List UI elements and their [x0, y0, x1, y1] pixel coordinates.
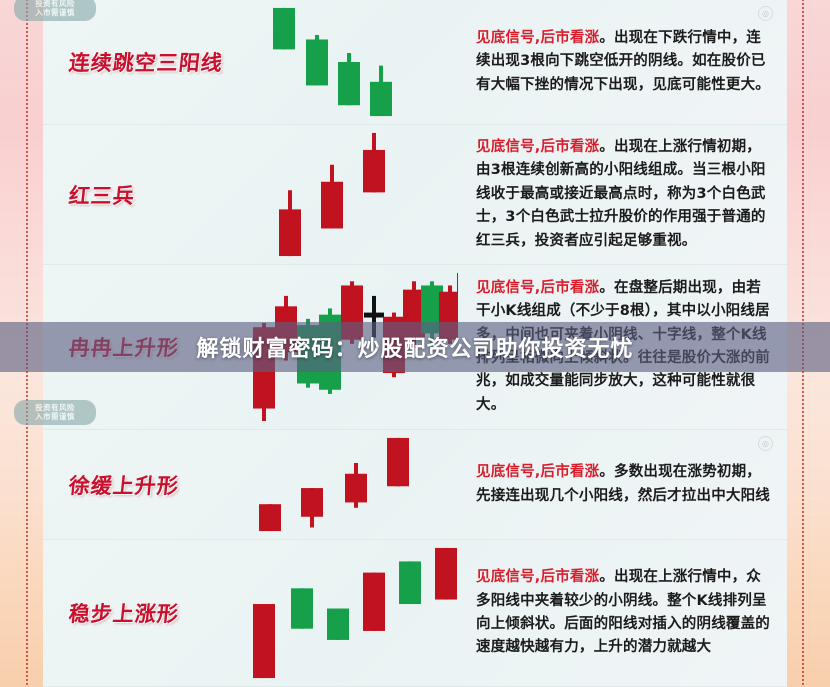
pattern-description-text: 见底信号,后市看涨。多数出现在涨势初期，先接连出现几个小阳线，然后才拉出中大阳线	[476, 461, 773, 508]
candle-body	[321, 181, 343, 229]
candle-doji-cross	[364, 312, 384, 318]
pattern-name-label: 连续跳空三阳线	[67, 51, 225, 75]
candle-body	[338, 62, 360, 106]
candlestick-chart	[253, 272, 458, 422]
candle-body	[363, 572, 385, 631]
candle-body	[297, 325, 319, 384]
risk-disclaimer-badge-top: 投资有风险 入市需谨慎	[14, 0, 96, 21]
pattern-row[interactable]: 冉冉上升形 见底信号,后市看涨。在盘整后期出现，由若干小K线组成（不少于8根），其…	[43, 265, 787, 430]
candle-body	[341, 285, 363, 340]
candlestick-chart	[279, 132, 385, 257]
candle-body	[253, 327, 275, 409]
candle-body	[457, 272, 458, 321]
pattern-chart-cell	[243, 265, 458, 429]
pattern-description-cell: 见底信号,后市看涨。出现在下跌行情中，连续出现3根向下跳空低开的阴线。如在股价已…	[458, 0, 787, 124]
candle-body	[259, 504, 281, 532]
pattern-description-text: 见底信号,后市看涨。出现在上涨行情初期，由3根连续创新高的小阳线组成。当三根小阳…	[476, 136, 773, 253]
pattern-description-cell: 见底信号,后市看涨。出现在上涨行情初期，由3根连续创新高的小阳线组成。当三根小阳…	[458, 125, 787, 264]
pattern-description-text: 见底信号,后市看涨。在盘整后期出现，由若干小K线组成（不少于8根），其中以小阳线…	[476, 277, 773, 418]
pattern-chart-cell	[243, 430, 458, 539]
candlestick-chart	[253, 547, 457, 679]
candle-body	[383, 316, 405, 374]
candle-body	[399, 561, 421, 605]
pattern-name-cell: 徐缓上升形	[43, 430, 243, 539]
risk-badge-line2: 入市需谨慎	[35, 8, 75, 18]
pattern-name-cell: 红三兵	[43, 125, 243, 264]
pattern-name-label: 徐缓上升形	[67, 473, 181, 498]
decorative-dotted-rail-left	[26, 0, 28, 687]
risk-badge-line2: 入市需谨慎	[35, 412, 75, 422]
pattern-description-text: 见底信号,后市看涨。出现在下跌行情中，连续出现3根向下跳空低开的阴线。如在股价已…	[476, 27, 773, 97]
pattern-signal-label: 见底信号,后市看涨	[476, 138, 600, 155]
candle-body	[439, 291, 458, 340]
candle-body	[279, 209, 301, 257]
pattern-row[interactable]: 红三兵 见底信号,后市看涨。出现在上涨行情初期，由3根连续创新高的小阳线组成。当三…	[43, 125, 787, 265]
candle-body	[291, 588, 313, 629]
candle-body	[306, 39, 328, 86]
pattern-chart-cell	[243, 540, 458, 686]
candle-body	[273, 7, 295, 50]
risk-badge-line1: 投资有风险	[35, 403, 75, 412]
candle-body	[370, 81, 392, 117]
pattern-name-cell: 稳步上涨形	[43, 540, 243, 686]
pattern-name-label: 稳步上涨形	[67, 602, 181, 626]
pattern-description-body: 。出现在下跌行情中，连续出现3根向下跳空低开的阴线。如在股价已有大幅下挫的情况下…	[476, 29, 770, 93]
candle-body	[435, 547, 457, 600]
pattern-row[interactable]: 徐缓上升形 见底信号,后市看涨。多数出现在涨势初期，先接连出现几个小阳线，然后才拉…	[43, 430, 787, 540]
corner-watermark-icon: ◎	[758, 6, 773, 21]
pattern-name-label: 冉冉上升形	[67, 336, 181, 360]
pattern-signal-label: 见底信号,后市看涨	[476, 464, 600, 481]
candle-body	[387, 437, 409, 487]
pattern-description-body: 。在盘整后期出现，由若干小K线组成（不少于8根），其中以小阳线居多，中间也可夹着…	[476, 279, 770, 413]
pattern-name-label: 红三兵	[67, 183, 137, 208]
risk-disclaimer-badge-middle: 投资有风险 入市需谨慎	[14, 400, 96, 425]
pattern-description-cell: 见底信号,后市看涨。在盘整后期出现，由若干小K线组成（不少于8根），其中以小阳线…	[458, 265, 787, 429]
candle-body	[319, 314, 341, 390]
pattern-description-cell: 见底信号,后市看涨。多数出现在涨势初期，先接连出现几个小阳线，然后才拉出中大阳线…	[458, 430, 787, 539]
candle-body	[301, 488, 323, 517]
corner-watermark-icon: ◎	[758, 436, 773, 451]
risk-badge-line1: 投资有风险	[35, 0, 75, 8]
pattern-row[interactable]: 稳步上涨形 见底信号,后市看涨。出现在上涨行情中，众多阳线中夹着较少的小阴线。整个…	[43, 540, 787, 687]
pattern-description-cell: 见底信号,后市看涨。出现在上涨行情中，众多阳线中夹着较少的小阴线。整个K线排列呈…	[458, 540, 787, 686]
decorative-dotted-rail-right	[802, 0, 804, 687]
candle-body	[275, 306, 297, 353]
candlestick-chart	[259, 437, 409, 532]
pattern-table-card: 连续跳空三阳线 见底信号,后市看涨。出现在下跌行情中，连续出现3根向下跳空低开的阴…	[43, 0, 787, 687]
pattern-signal-label: 见底信号,后市看涨	[476, 569, 600, 586]
candle-body	[363, 149, 385, 193]
candle-body	[327, 608, 349, 640]
pattern-row[interactable]: 连续跳空三阳线 见底信号,后市看涨。出现在下跌行情中，连续出现3根向下跳空低开的阴…	[43, 0, 787, 125]
candle-body	[421, 285, 443, 334]
pattern-signal-label: 见底信号,后市看涨	[476, 29, 600, 46]
pattern-chart-cell	[243, 0, 458, 124]
pattern-description-body: 。出现在上涨行情中，众多阳线中夹着较少的小阴线。整个K线排列呈向上倾斜状。后面的…	[476, 569, 770, 656]
pattern-description-body: 。出现在上涨行情初期，由3根连续创新高的小阳线组成。当三根小阳线收于最高或接近最…	[476, 138, 766, 249]
pattern-signal-label: 见底信号,后市看涨	[476, 279, 600, 296]
pattern-description-text: 见底信号,后市看涨。出现在上涨行情中，众多阳线中夹着较少的小阴线。整个K线排列呈…	[476, 566, 773, 660]
candlestick-chart	[273, 7, 392, 117]
candle-body	[253, 604, 275, 679]
pattern-description-body: 。多数出现在涨势初期，先接连出现几个小阳线，然后才拉出中大阳线	[476, 464, 770, 504]
pattern-chart-cell	[243, 125, 458, 264]
candle-body	[345, 473, 367, 503]
